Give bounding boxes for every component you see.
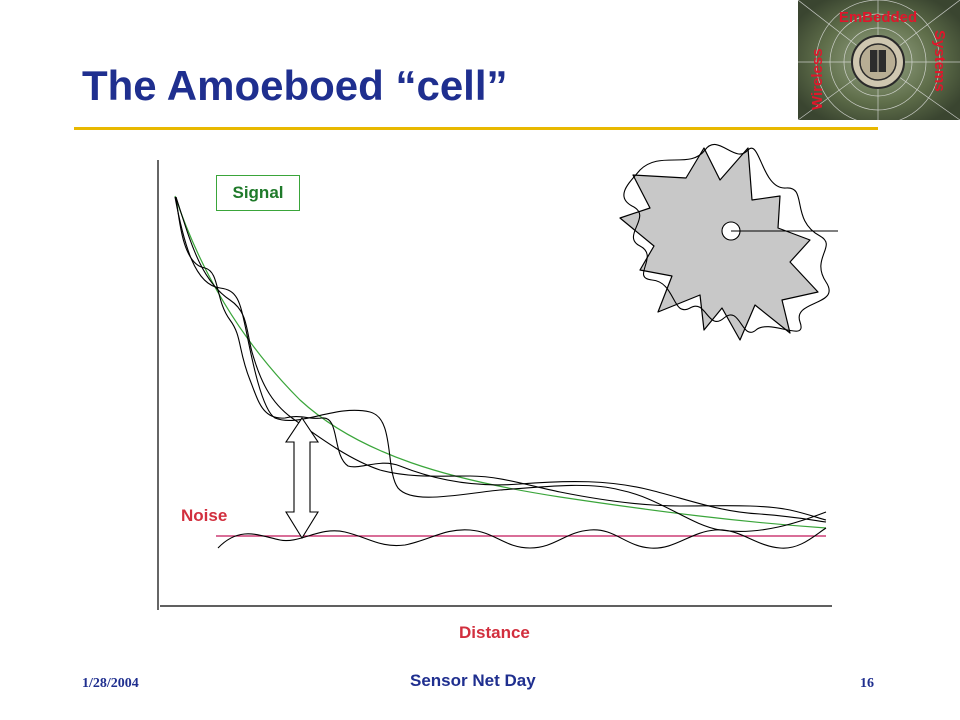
signal-curve-b [174,196,827,532]
signal-curve-a [175,196,827,523]
signal-label: Signal [216,175,300,211]
footer-event: Sensor Net Day [410,671,536,690]
logo-right-text: Systems [931,30,948,92]
amoeba-outline [623,143,830,333]
noise-label: Noise [181,506,228,525]
lab-logo: EmBedded Wireless Systems [798,0,960,120]
noise-wave [217,527,827,549]
amoeba-cell-shape [619,147,819,341]
footer-date: 1/28/2004 [82,676,139,691]
page-number: 16 [860,676,874,691]
signal-curve-c [175,196,827,521]
x-axis-label: Distance [459,623,530,642]
title-underline [74,127,878,130]
slide-title: The Amoeboed “cell” [82,62,508,109]
logo-top-text: EmBedded [839,9,917,26]
logo-left-text: Wireless [809,48,826,110]
signal-noise-gap-arrow [284,417,320,540]
signal-fit-curve [174,195,827,529]
